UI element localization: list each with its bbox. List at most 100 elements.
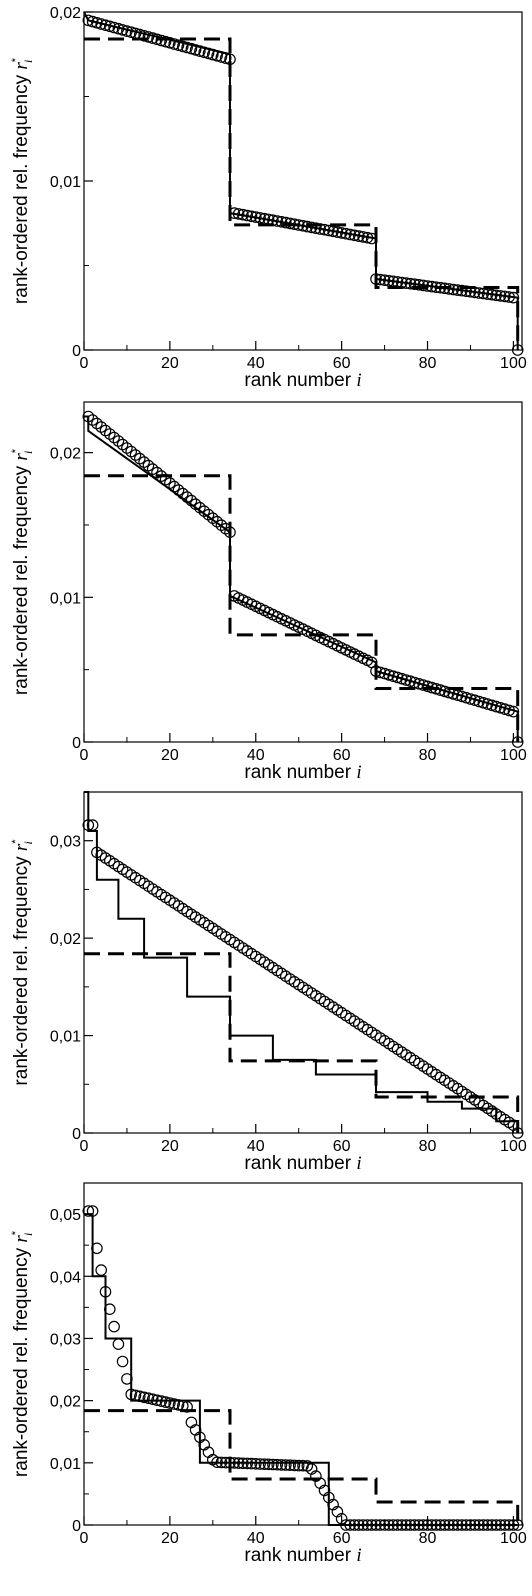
data-point (447, 688, 460, 700)
data-point (486, 699, 498, 712)
data-point (95, 1264, 107, 1276)
reference-step-line (84, 37, 520, 350)
data-point (82, 14, 95, 27)
data-point (254, 1458, 266, 1470)
data-point (408, 278, 421, 290)
data-point (503, 291, 515, 303)
x-tick-label: 60 (333, 747, 351, 764)
data-point (481, 698, 494, 710)
data-points (82, 819, 524, 1139)
data-point (292, 1459, 305, 1472)
data-point (237, 208, 249, 221)
data-point (438, 685, 451, 698)
data-point (361, 231, 374, 244)
data-point (404, 277, 417, 290)
y-tick-label: 0,01 (50, 590, 81, 607)
data-point (168, 1398, 180, 1410)
plot-frame (83, 11, 523, 351)
x-tick-label: 40 (247, 747, 265, 764)
x-axis-title: rank number i (244, 762, 361, 783)
data-point (374, 666, 387, 679)
data-point (340, 227, 352, 240)
reference-step-line (84, 952, 520, 1133)
y-tick-label: 0 (72, 343, 81, 360)
x-tick-label: 80 (419, 1138, 437, 1155)
data-point (237, 1457, 249, 1470)
data-point (116, 1355, 129, 1368)
data-point (232, 1457, 245, 1469)
data-point (189, 44, 202, 56)
x-tick-label: 80 (419, 1530, 437, 1547)
y-tick-label: 0,01 (50, 174, 81, 191)
x-tick-label: 60 (333, 355, 351, 372)
data-point (395, 276, 408, 289)
data-point (181, 1401, 193, 1413)
data-point (164, 1397, 176, 1409)
data-point (503, 704, 515, 717)
y-axis-title: rank-ordered rel. frequency r*i (10, 839, 35, 1086)
plot-frame (83, 791, 523, 1134)
panel-3: 0 20 40 60 80 100 0 0,01 0,02 0,03 rank number i ra… (10, 791, 527, 1174)
data-point (262, 1458, 275, 1471)
data-point (417, 279, 429, 292)
y-axis-title: rank-ordered rel. frequency r*i (10, 1230, 35, 1477)
data-point (250, 211, 262, 223)
x-tick-label: 60 (333, 1530, 351, 1547)
data-point (434, 281, 447, 294)
data-point (374, 273, 387, 286)
data-point (108, 1320, 120, 1333)
data-point (254, 212, 266, 224)
reference-step-line (84, 474, 520, 742)
data-point (129, 449, 142, 461)
data-point (271, 215, 283, 227)
step-line (84, 1213, 518, 1526)
data-point (400, 674, 412, 686)
data-point (219, 52, 232, 64)
x-tick-label: 80 (419, 355, 437, 372)
data-point (95, 18, 107, 30)
data-point (177, 40, 189, 53)
y-tick-label: 0,01 (50, 1456, 81, 1473)
data-point (305, 221, 318, 234)
data-point (82, 1205, 95, 1217)
data-point (288, 218, 301, 230)
data-point (151, 1394, 163, 1406)
data-point (464, 285, 477, 298)
data-point (288, 1459, 301, 1472)
data-point (383, 274, 395, 287)
data-point (125, 1388, 137, 1401)
data-point (314, 223, 326, 235)
data-point (241, 1457, 253, 1470)
y-tick-label: 0,05 (50, 1207, 81, 1224)
data-point (202, 47, 215, 60)
x-tick-label: 40 (247, 1530, 265, 1547)
x-tick-label: 20 (161, 747, 179, 764)
data-point (168, 38, 180, 50)
data-point (310, 222, 322, 234)
data-point (443, 686, 455, 699)
data-point (112, 435, 125, 447)
data-point (228, 207, 241, 219)
data-point (443, 283, 455, 295)
data-point (425, 280, 438, 293)
data-point (224, 53, 236, 66)
data-point (425, 681, 438, 694)
data-point (438, 282, 451, 295)
data-point (494, 290, 507, 302)
data-point (391, 671, 404, 684)
data-point (104, 20, 116, 33)
data-point (297, 220, 309, 232)
x-tick-label: 20 (161, 355, 179, 372)
data-point (370, 665, 382, 677)
data-point (112, 1338, 125, 1350)
data-points (82, 410, 524, 748)
data-point (185, 42, 198, 55)
data-point (331, 226, 344, 238)
data-point (413, 278, 425, 291)
y-tick-label: 0,01 (50, 1029, 81, 1046)
data-point (494, 701, 507, 714)
data-point (91, 16, 103, 29)
data-point (215, 51, 228, 63)
data-point (417, 679, 429, 691)
x-tick-label: 80 (419, 747, 437, 764)
